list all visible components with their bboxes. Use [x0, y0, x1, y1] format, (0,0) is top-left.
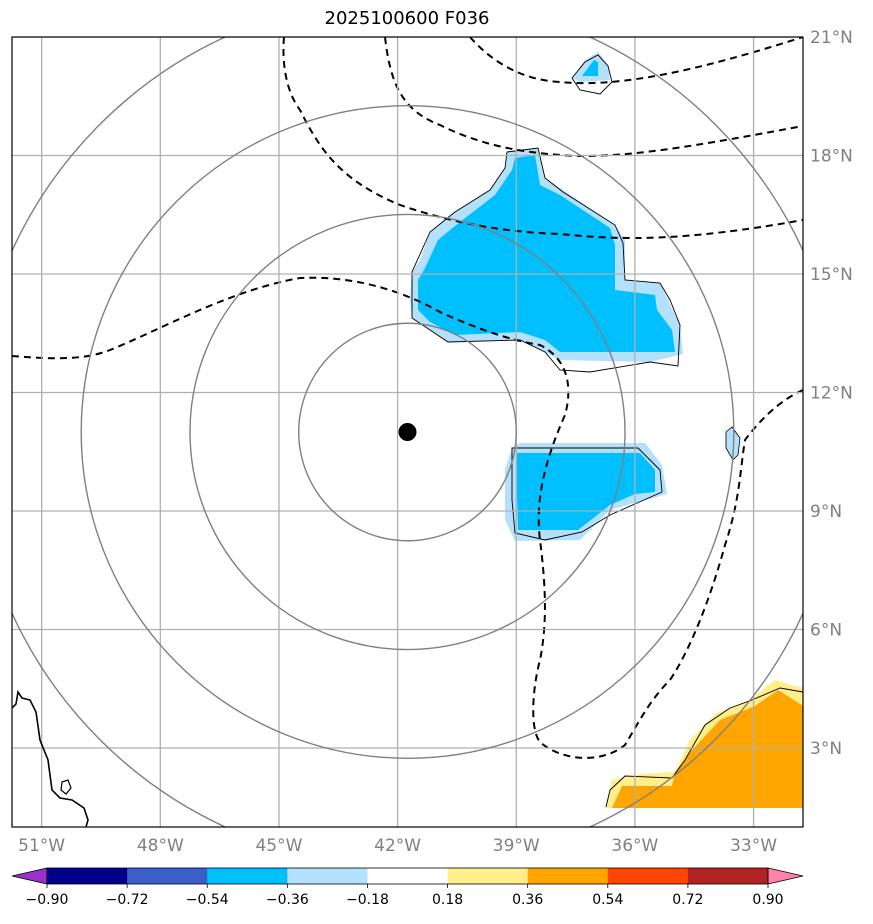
colorbar-label: −0.90 — [26, 892, 69, 908]
contour-small-north — [571, 54, 613, 95]
latitude-label: 6°N — [810, 621, 842, 641]
colorbar-segment — [287, 868, 368, 884]
contour-middle — [511, 447, 663, 541]
range-ring — [80, 105, 735, 759]
zero-contours — [411, 54, 803, 808]
longitude-label: 39°W — [493, 836, 540, 856]
latitude-label: 3°N — [810, 739, 842, 759]
map-frame — [11, 36, 804, 828]
latitude-labels: 3°N 6°N 9°N 12°N 15°N 18°N 21°N — [810, 28, 853, 759]
colorbar-label: 0.18 — [432, 892, 463, 908]
colorbar-segment — [527, 868, 609, 884]
colorbar: −0.90 −0.72 −0.54 −0.36 −0.18 0.18 0.36 0.54 0.7… — [11, 867, 804, 908]
colorbar-frame — [46, 867, 769, 885]
dashed-contour-4 — [12, 276, 803, 759]
range-rings — [12, 37, 803, 827]
colorbar-segment — [207, 868, 288, 884]
colorbar-segment — [687, 868, 769, 884]
colorbar-segment — [367, 868, 449, 884]
negative-region-small-north-core — [582, 60, 598, 76]
colorbar-label: 0.36 — [512, 892, 543, 908]
latitude-label: 18°N — [810, 147, 853, 167]
longitude-label: 36°W — [611, 836, 658, 856]
range-ring — [189, 213, 626, 651]
latitude-label: 15°N — [810, 265, 853, 285]
colorbar-label: −0.72 — [106, 892, 149, 908]
dashed-contour-1 — [469, 37, 803, 85]
longitude-label: 42°W — [374, 836, 421, 856]
positive-region-core — [612, 690, 803, 808]
coastline-island — [60, 779, 72, 795]
range-ring — [298, 322, 517, 542]
dashed-contour-2 — [384, 37, 803, 157]
colorbar-label: 0.90 — [752, 892, 783, 908]
storm-center-marker — [398, 423, 417, 441]
negative-anomaly-regions — [410, 52, 741, 541]
longitude-label: 45°W — [255, 836, 302, 856]
colorbar-label: −0.18 — [346, 892, 389, 908]
map-title: 2025100600 F036 — [324, 8, 490, 29]
latitude-label: 9°N — [810, 502, 842, 522]
latitude-label: 12°N — [810, 384, 853, 404]
longitude-label: 48°W — [137, 836, 184, 856]
colorbar-segment — [607, 868, 689, 884]
contour-north — [411, 147, 681, 373]
longitude-label: 33°W — [730, 836, 777, 856]
colorbar-label: −0.36 — [266, 892, 309, 908]
colorbar-label: −0.54 — [186, 892, 229, 908]
coastline — [12, 689, 89, 827]
map-gridlines — [12, 37, 803, 827]
colorbar-segment — [127, 868, 208, 884]
longitude-label: 51°W — [18, 836, 65, 856]
contour-south — [605, 687, 803, 808]
colorbar-segment — [47, 868, 128, 884]
colorbar-label: 0.54 — [592, 892, 623, 908]
colorbar-extend-high — [767, 867, 804, 885]
colorbar-label: 0.72 — [672, 892, 703, 908]
colorbar-segment — [447, 868, 529, 884]
dashed-contours — [12, 37, 803, 759]
longitude-labels: 51°W 48°W 45°W 42°W 39°W 36°W 33°W — [18, 836, 777, 856]
colorbar-extend-low — [11, 867, 48, 885]
latitude-label: 21°N — [810, 28, 853, 48]
dashed-contour-3 — [282, 37, 803, 240]
negative-region-north-core — [418, 155, 675, 352]
